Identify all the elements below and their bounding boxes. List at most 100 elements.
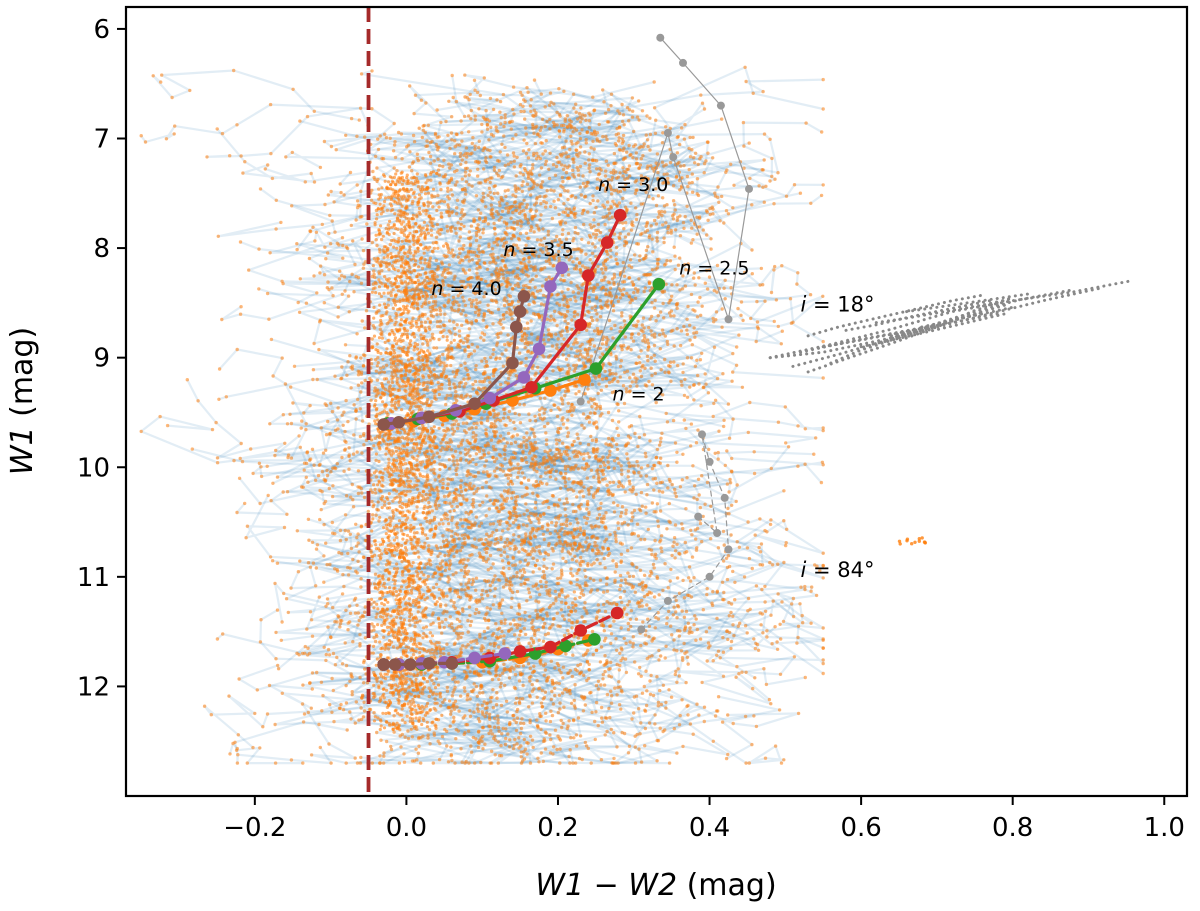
background-point bbox=[617, 680, 621, 684]
background-point bbox=[512, 420, 516, 424]
background-point bbox=[446, 181, 450, 185]
background-point bbox=[629, 228, 634, 232]
background-point bbox=[524, 456, 528, 460]
background-point bbox=[517, 444, 521, 448]
background-point bbox=[602, 556, 606, 561]
background-point bbox=[611, 761, 615, 765]
background-point bbox=[524, 502, 528, 506]
background-point bbox=[678, 713, 682, 718]
background-point bbox=[684, 426, 688, 431]
background-point bbox=[579, 555, 583, 560]
background-point bbox=[497, 159, 501, 163]
background-point bbox=[391, 499, 395, 503]
background-point bbox=[477, 107, 481, 111]
background-point bbox=[481, 691, 485, 695]
background-point bbox=[627, 582, 631, 586]
background-point bbox=[508, 745, 512, 749]
background-point bbox=[625, 612, 629, 617]
background-point bbox=[459, 162, 463, 166]
background-point bbox=[664, 125, 668, 129]
background-point bbox=[493, 641, 498, 646]
background-track bbox=[466, 96, 616, 145]
background-point bbox=[430, 456, 435, 460]
background-point bbox=[598, 355, 602, 359]
background-point bbox=[570, 403, 574, 407]
background-point bbox=[689, 356, 694, 360]
background-point bbox=[772, 319, 776, 324]
background-track bbox=[339, 167, 395, 186]
background-track bbox=[519, 649, 583, 699]
background-point bbox=[528, 679, 532, 683]
background-point bbox=[456, 462, 460, 466]
background-point bbox=[625, 291, 629, 296]
background-point bbox=[469, 224, 474, 228]
background-point bbox=[530, 682, 534, 687]
background-point bbox=[639, 374, 644, 379]
background-point bbox=[598, 660, 603, 664]
background-point bbox=[594, 700, 599, 705]
background-point bbox=[535, 616, 539, 621]
background-point bbox=[584, 540, 588, 544]
background-point bbox=[702, 705, 707, 709]
background-track bbox=[593, 368, 744, 426]
background-point bbox=[718, 656, 722, 660]
background-point bbox=[466, 643, 470, 647]
background-point bbox=[560, 600, 564, 604]
background-point bbox=[620, 472, 624, 476]
background-point bbox=[450, 534, 454, 538]
background-point bbox=[655, 239, 659, 243]
background-point bbox=[569, 280, 573, 285]
background-point bbox=[682, 596, 687, 600]
background-point bbox=[633, 287, 638, 291]
background-point bbox=[664, 700, 668, 705]
background-point bbox=[425, 519, 429, 524]
background-point bbox=[594, 683, 599, 688]
background-point bbox=[286, 455, 290, 460]
background-point bbox=[422, 123, 426, 128]
background-point bbox=[300, 651, 305, 656]
background-point bbox=[657, 658, 661, 662]
background-point bbox=[723, 297, 727, 301]
background-point bbox=[455, 591, 460, 595]
background-point bbox=[821, 551, 825, 555]
background-point bbox=[645, 593, 649, 597]
background-point bbox=[753, 533, 757, 537]
background-point bbox=[720, 580, 725, 584]
background-point bbox=[535, 718, 539, 722]
background-point bbox=[628, 617, 633, 621]
background-point bbox=[568, 748, 572, 752]
background-point bbox=[535, 558, 539, 563]
background-point bbox=[331, 605, 335, 610]
background-point bbox=[468, 670, 472, 674]
background-point bbox=[329, 761, 333, 765]
background-point bbox=[460, 545, 464, 549]
background-point bbox=[522, 109, 526, 114]
background-point bbox=[539, 213, 543, 217]
background-point bbox=[424, 606, 428, 610]
background-point bbox=[249, 447, 253, 451]
background-point bbox=[484, 514, 488, 518]
background-point bbox=[489, 203, 493, 207]
background-point bbox=[611, 336, 615, 340]
background-track bbox=[421, 369, 469, 406]
background-point bbox=[493, 537, 498, 542]
background-point bbox=[574, 299, 578, 303]
background-point bbox=[448, 724, 452, 728]
background-point bbox=[589, 315, 594, 320]
background-point bbox=[606, 460, 610, 464]
background-point bbox=[450, 248, 455, 252]
background-point bbox=[643, 366, 647, 370]
background-point bbox=[583, 161, 587, 165]
background-point bbox=[568, 297, 573, 302]
background-point bbox=[453, 226, 458, 231]
background-point bbox=[675, 616, 679, 620]
background-point bbox=[505, 285, 509, 289]
background-point bbox=[563, 540, 568, 544]
background-point bbox=[656, 261, 660, 265]
background-point bbox=[617, 139, 621, 143]
background-track bbox=[568, 115, 620, 136]
background-track bbox=[376, 333, 434, 385]
background-point bbox=[245, 761, 249, 765]
background-point bbox=[607, 380, 612, 385]
background-point bbox=[689, 218, 693, 222]
